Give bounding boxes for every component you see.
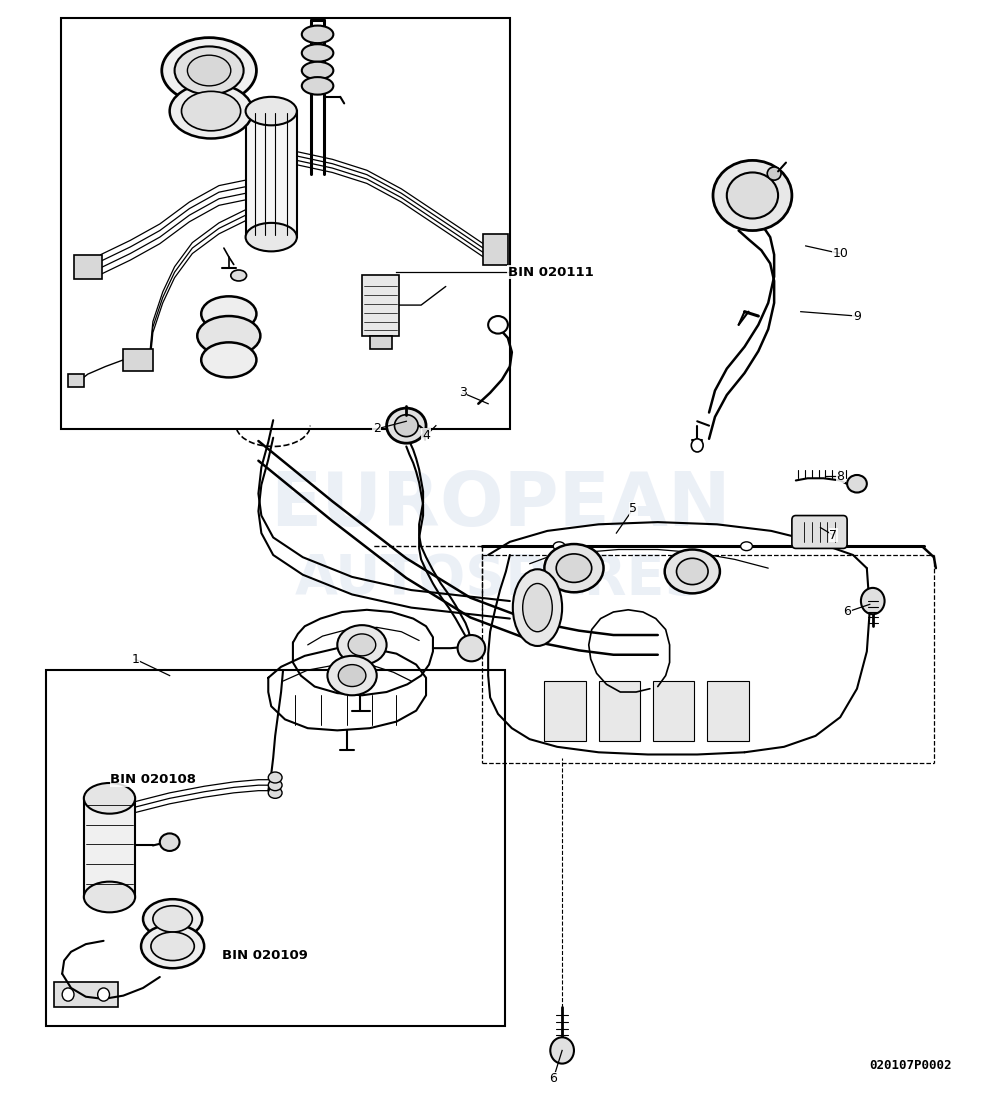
Ellipse shape <box>544 544 604 593</box>
Ellipse shape <box>556 554 592 583</box>
Bar <box>123 349 153 371</box>
Ellipse shape <box>553 542 565 551</box>
Ellipse shape <box>847 475 867 493</box>
Text: BIN 020109: BIN 020109 <box>222 949 308 961</box>
Bar <box>653 682 694 741</box>
Ellipse shape <box>246 97 297 125</box>
Bar <box>544 682 586 741</box>
Ellipse shape <box>268 787 282 798</box>
Text: 10: 10 <box>832 248 848 260</box>
Ellipse shape <box>84 783 135 814</box>
Text: BIN 020111: BIN 020111 <box>508 265 594 279</box>
Ellipse shape <box>665 549 720 594</box>
Ellipse shape <box>513 569 562 646</box>
Bar <box>362 275 399 336</box>
Ellipse shape <box>162 38 256 103</box>
Ellipse shape <box>302 44 333 62</box>
Ellipse shape <box>201 342 256 377</box>
Ellipse shape <box>84 881 135 912</box>
Text: 6: 6 <box>549 1072 557 1086</box>
Ellipse shape <box>62 988 74 1001</box>
Ellipse shape <box>187 56 231 85</box>
Ellipse shape <box>861 588 885 614</box>
Text: EUROPEAN: EUROPEAN <box>270 470 730 542</box>
Bar <box>84 798 135 897</box>
Ellipse shape <box>175 47 244 94</box>
Ellipse shape <box>181 91 241 131</box>
Text: 5: 5 <box>629 503 637 515</box>
Ellipse shape <box>268 773 282 783</box>
Ellipse shape <box>160 834 180 851</box>
Ellipse shape <box>197 316 260 355</box>
Ellipse shape <box>201 296 256 332</box>
Bar <box>54 982 118 1007</box>
Bar <box>68 374 84 387</box>
Ellipse shape <box>98 988 110 1001</box>
Ellipse shape <box>767 166 781 180</box>
Text: 7: 7 <box>829 528 837 542</box>
Ellipse shape <box>170 83 252 139</box>
Text: 1: 1 <box>131 653 139 666</box>
Ellipse shape <box>141 925 204 968</box>
Ellipse shape <box>488 316 508 334</box>
Bar <box>46 670 505 1027</box>
Ellipse shape <box>741 542 752 551</box>
Ellipse shape <box>727 172 778 219</box>
Bar <box>370 336 392 349</box>
Bar <box>599 682 640 741</box>
Text: 4: 4 <box>422 430 430 442</box>
Text: 6: 6 <box>843 605 851 618</box>
Ellipse shape <box>151 932 194 960</box>
Ellipse shape <box>394 415 418 436</box>
Ellipse shape <box>153 906 192 932</box>
Text: BIN 020108: BIN 020108 <box>110 774 196 786</box>
Ellipse shape <box>246 223 297 251</box>
Bar <box>707 682 748 741</box>
Ellipse shape <box>550 1037 574 1063</box>
Ellipse shape <box>337 625 387 665</box>
Text: AUTOSPARES: AUTOSPARES <box>295 552 705 606</box>
FancyBboxPatch shape <box>792 515 847 548</box>
Ellipse shape <box>523 584 552 632</box>
Ellipse shape <box>302 77 333 94</box>
Bar <box>74 254 102 279</box>
Ellipse shape <box>691 438 703 452</box>
Text: 3: 3 <box>459 386 466 400</box>
Ellipse shape <box>302 62 333 79</box>
Ellipse shape <box>348 634 376 656</box>
Ellipse shape <box>143 899 202 939</box>
Bar <box>61 18 510 428</box>
Ellipse shape <box>458 635 485 662</box>
Text: 2: 2 <box>373 423 381 435</box>
Text: 9: 9 <box>853 310 861 323</box>
Ellipse shape <box>713 161 792 231</box>
Text: 020107P0002: 020107P0002 <box>869 1059 952 1072</box>
Ellipse shape <box>677 558 708 585</box>
Ellipse shape <box>338 665 366 686</box>
Text: 8: 8 <box>836 470 844 483</box>
Bar <box>483 234 508 264</box>
Ellipse shape <box>387 408 426 443</box>
Ellipse shape <box>268 779 282 790</box>
Ellipse shape <box>327 656 377 695</box>
Bar <box>246 111 297 238</box>
Ellipse shape <box>302 26 333 43</box>
Ellipse shape <box>231 270 247 281</box>
